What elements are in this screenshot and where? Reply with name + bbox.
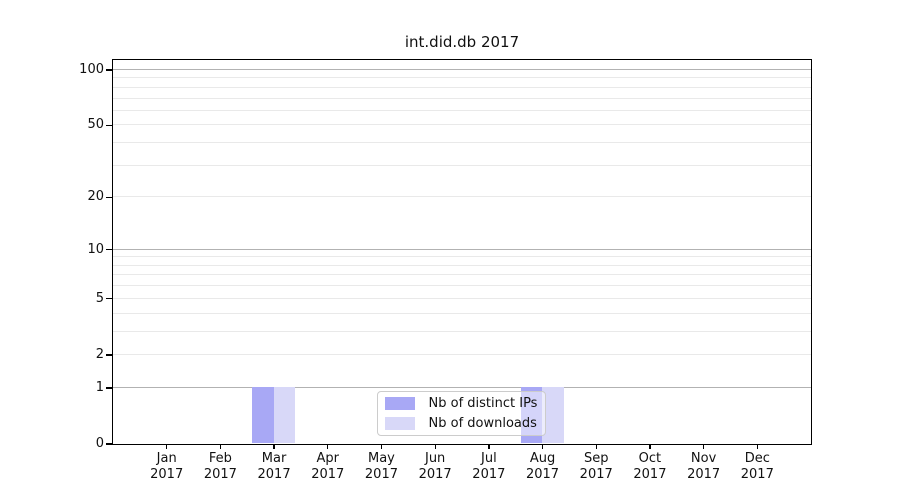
x-tick-label-sep: Sep 2017 (564, 451, 628, 482)
plot-area: Nb of distinct IPs Nb of downloads (111, 58, 812, 445)
x-tick-label-dec: Dec 2017 (725, 451, 789, 482)
legend-row-distinct-ips: Nb of distinct IPs (384, 395, 538, 412)
y-tick-mark-5 (106, 298, 112, 300)
minor-gridline-20 (112, 196, 811, 198)
minor-gridline-7 (112, 274, 811, 276)
x-tick-label-jul: Jul 2017 (457, 451, 521, 482)
x-tick-month: Aug (529, 451, 556, 466)
legend-label-distinct-ips: Nb of distinct IPs (428, 395, 538, 411)
legend: Nb of distinct IPs Nb of downloads (376, 390, 546, 436)
x-tick-label-jun: Jun 2017 (403, 451, 467, 482)
x-tick-month: Jun (424, 451, 446, 466)
y-tick-label-20: 20 (87, 189, 104, 205)
x-tick-mark-dec (756, 444, 758, 449)
x-tick-mark-mar (273, 444, 275, 449)
x-tick-year: 2017 (579, 466, 613, 482)
x-tick-month: May (368, 451, 395, 466)
x-tick-month: Oct (638, 451, 662, 466)
x-tick-mark-may (380, 444, 383, 449)
x-tick-month: Nov (690, 451, 717, 466)
x-tick-label-mar: Mar 2017 (242, 451, 306, 482)
minor-gridline-4 (112, 312, 811, 314)
x-tick-mark-oct (649, 444, 651, 449)
y-tick-mark-0 (106, 443, 112, 445)
y-tick-mark-10 (106, 249, 112, 251)
minor-gridline-2 (112, 353, 811, 355)
x-tick-month: Jan (156, 451, 177, 466)
legend-swatch-downloads (384, 416, 415, 430)
x-tick-year: 2017 (257, 466, 291, 482)
minor-gridline-40 (112, 142, 811, 144)
minor-gridline-60 (112, 109, 811, 111)
x-tick-mark-aug (541, 444, 544, 449)
x-tick-mark-jul (488, 444, 490, 449)
legend-row-downloads: Nb of downloads (384, 415, 538, 432)
minor-gridline-30 (112, 164, 811, 166)
x-tick-month: Sep (583, 451, 609, 466)
y-tick-label-2: 2 (95, 346, 104, 362)
x-tick-mark-jan (166, 444, 168, 449)
y-tick-mark-50 (106, 124, 112, 127)
x-tick-year: 2017 (740, 466, 774, 482)
x-tick-month: Jul (481, 451, 497, 466)
y-tick-mark-100 (106, 69, 112, 71)
chart-title: int.did.db 2017 (404, 33, 520, 51)
x-tick-mark-jun (434, 444, 436, 449)
y-tick-mark-20 (106, 196, 112, 198)
minor-gridline-90 (112, 77, 811, 79)
x-tick-year: 2017 (525, 466, 560, 482)
y-tick-label-50: 50 (87, 117, 104, 133)
x-tick-year: 2017 (418, 466, 452, 482)
x-tick-month: Apr (316, 451, 340, 466)
minor-gridline-8 (112, 264, 811, 266)
x-tick-year: 2017 (364, 466, 398, 482)
x-tick-year: 2017 (472, 466, 506, 482)
x-tick-label-jan: Jan 2017 (135, 451, 199, 482)
y-tick-label-100: 100 (79, 61, 104, 77)
y-tick-label-0: 0 (95, 436, 104, 451)
y-tick-label-5: 5 (95, 290, 104, 306)
minor-gridline-80 (112, 86, 811, 88)
x-tick-label-feb: Feb 2017 (188, 451, 252, 482)
y-tick-label-1: 1 (95, 379, 104, 395)
y-tick-mark-1 (106, 387, 112, 389)
bar-mar-distinct-ips (252, 387, 274, 444)
x-tick-label-may: May 2017 (349, 451, 413, 482)
legend-label-downloads: Nb of downloads (428, 415, 537, 431)
x-tick-year: 2017 (687, 466, 721, 482)
x-tick-mark-feb (219, 444, 222, 449)
major-gridline-10 (112, 248, 811, 250)
x-tick-year: 2017 (633, 466, 667, 482)
x-tick-year: 2017 (311, 466, 345, 482)
minor-gridline-5 (112, 297, 811, 299)
legend-swatch-distinct-ips (384, 396, 415, 410)
x-tick-label-oct: Oct 2017 (618, 451, 682, 482)
minor-gridline-3 (112, 330, 811, 332)
minor-gridline-50 (112, 124, 811, 126)
x-tick-month: Mar (261, 451, 287, 466)
x-tick-mark-apr (327, 444, 329, 449)
y-tick-mark-2 (106, 354, 112, 356)
x-tick-month: Dec (744, 451, 770, 466)
x-tick-label-nov: Nov 2017 (672, 451, 736, 482)
minor-gridline-70 (112, 97, 811, 99)
x-tick-mark-sep (595, 444, 597, 449)
bar-mar-downloads (273, 387, 296, 444)
x-tick-label-apr: Apr 2017 (296, 451, 360, 482)
major-gridline-1 (112, 386, 811, 388)
minor-gridline-6 (112, 285, 811, 287)
x-tick-year: 2017 (150, 466, 184, 482)
y-tick-label-10: 10 (87, 241, 104, 257)
x-tick-label-aug: Aug 2017 (511, 451, 575, 482)
x-tick-month: Feb (208, 451, 232, 466)
minor-gridline-9 (112, 256, 811, 258)
x-tick-year: 2017 (203, 466, 237, 482)
major-gridline-100 (112, 68, 811, 71)
bar-aug-downloads (542, 387, 564, 444)
x-tick-mark-nov (703, 444, 705, 449)
